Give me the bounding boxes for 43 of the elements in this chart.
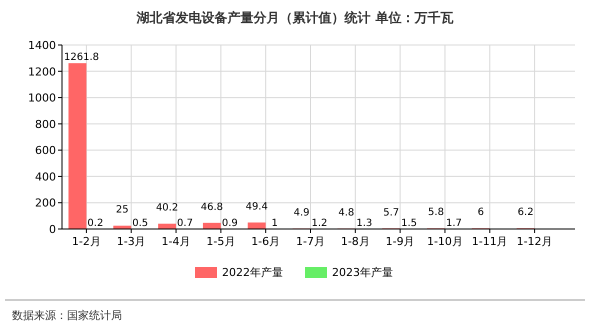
x-tick-label: 1-9月 bbox=[386, 235, 415, 248]
x-tick-label: 1-8月 bbox=[340, 235, 370, 248]
x-tick-label: 1-11月 bbox=[472, 235, 508, 248]
data-label: 25 bbox=[116, 204, 129, 216]
data-label: 40.2 bbox=[156, 202, 178, 214]
x-tick-label: 1-2月 bbox=[72, 235, 101, 248]
data-label: 1.2 bbox=[312, 218, 328, 229]
x-tick-label: 1-4月 bbox=[162, 235, 191, 248]
y-tick-label: 1000 bbox=[28, 92, 56, 105]
data-label: 46.8 bbox=[200, 202, 224, 213]
source-note: 数据来源：国家统计局 bbox=[12, 309, 122, 322]
data-label: 4.9 bbox=[294, 207, 310, 218]
y-tick-label: 600 bbox=[35, 144, 56, 158]
legend-label: 2022年产量 bbox=[222, 266, 283, 279]
x-tick-label: 1-3月 bbox=[116, 235, 146, 248]
y-tick-label: 400 bbox=[35, 170, 56, 184]
data-label: 1261.8 bbox=[64, 52, 99, 64]
data-label: 0.5 bbox=[132, 218, 148, 229]
y-tick-label: 1400 bbox=[28, 39, 56, 52]
x-tick-label: 1-10月 bbox=[426, 235, 463, 248]
y-tick-label: 800 bbox=[35, 118, 56, 131]
legend-label: 2023年产量 bbox=[332, 266, 393, 279]
x-tick-label: 1-5月 bbox=[206, 235, 236, 248]
x-tick-label: 1-12月 bbox=[516, 235, 553, 248]
data-label: 1.5 bbox=[401, 218, 418, 229]
data-label: 5.7 bbox=[383, 207, 400, 218]
y-tick-label: 200 bbox=[35, 196, 56, 210]
data-label: 1.7 bbox=[446, 218, 462, 229]
x-tick-label: 1-7月 bbox=[296, 235, 325, 248]
data-label: 6 bbox=[478, 207, 484, 218]
x-tick-label: 1-6月 bbox=[251, 235, 280, 248]
data-label: 5.8 bbox=[428, 207, 444, 218]
chart-title: 湖北省发电设备产量分月（累计值）统计 单位：万千瓦 bbox=[136, 10, 454, 26]
data-label: 1.3 bbox=[356, 218, 372, 229]
data-label: 6.2 bbox=[518, 207, 534, 218]
y-tick-label: 0 bbox=[49, 223, 56, 236]
data-label: 1 bbox=[271, 218, 278, 229]
data-label: 0.7 bbox=[177, 218, 193, 229]
data-label: 4.8 bbox=[338, 207, 354, 218]
data-label: 0.2 bbox=[87, 218, 104, 229]
data-label: 0.9 bbox=[222, 218, 238, 229]
data-label: 49.4 bbox=[246, 202, 268, 213]
y-tick-label: 1200 bbox=[28, 65, 56, 78]
